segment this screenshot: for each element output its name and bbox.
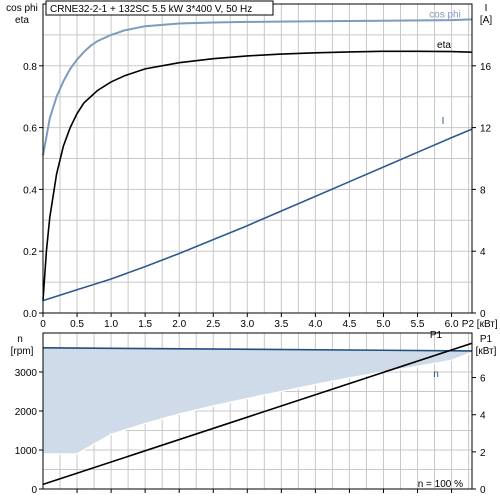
y-left-tick-label: 1000 — [15, 446, 38, 457]
axis-text-layer: 0 0.5 1.0 1.5 2.0 2.5 3.0 3.5 4.0 4.5 5.0 5.5 6.0 P2 … — [6, 3, 498, 496]
y-left-tick-label: 0.2 — [23, 247, 37, 258]
current-series-label: I — [442, 116, 445, 127]
speed-range-area — [43, 347, 472, 454]
y-left-tick-label: 3000 — [15, 368, 38, 379]
y-left-tick-label: 0.4 — [23, 185, 37, 196]
y-left-label-bottom: eta — [15, 15, 29, 26]
x-tick-label: 0 — [40, 319, 46, 330]
x-tick-label: 0.5 — [70, 319, 84, 330]
p1-curve — [42, 342, 473, 486]
y-right-tick-label: 6 — [480, 374, 486, 385]
speed-series-label: n — [433, 369, 439, 380]
speed-range-layer — [43, 347, 472, 454]
p1-axis-label-top: P1 — [480, 334, 493, 345]
current-curve — [42, 128, 473, 302]
x-tick-label: 4.5 — [342, 319, 356, 330]
y-right-tick-label: 8 — [480, 185, 486, 196]
speed-upper-line — [42, 347, 473, 352]
x-tick-label: 1.5 — [138, 319, 152, 330]
y-right-tick-label: 16 — [480, 62, 492, 73]
n-axis-label-top: n — [17, 334, 23, 345]
y-right-tick-label: 2 — [480, 448, 486, 459]
header-box — [45, 0, 274, 16]
y-right-label-top: I — [485, 3, 488, 14]
y-left-tick-label: 0 — [31, 485, 37, 496]
series-layer — [42, 18, 473, 486]
speed-curve — [43, 351, 473, 455]
y-right-tick-label: 0 — [480, 485, 486, 496]
top-grid — [43, 4, 472, 313]
x-tick-label: 3.5 — [274, 319, 288, 330]
y-right-tick-label: 12 — [480, 124, 492, 135]
y-left-tick-label: 0.0 — [23, 309, 37, 320]
y-left-tick-label: 0.6 — [23, 124, 37, 135]
y-right-tick-label: 4 — [480, 247, 486, 258]
y-right-label-bottom: [A] — [480, 15, 492, 26]
y-left-tick-label: 2000 — [15, 407, 38, 418]
speed-annotation: n = 100 % — [418, 479, 463, 490]
eta-curve — [42, 50, 473, 301]
cosphi-curve — [42, 18, 473, 156]
x-tick-label: 2.5 — [206, 319, 220, 330]
x-tick-label: 1.0 — [104, 319, 118, 330]
cosphi-series-label: cos phi — [429, 9, 461, 20]
x-tick-label: 3.0 — [240, 319, 254, 330]
x-tick-label: 6.0 — [445, 319, 459, 330]
n-axis-label-bottom: [rpm] — [11, 346, 34, 357]
x-axis-label: P2 [кВт] — [462, 319, 498, 330]
eta-series-label: eta — [437, 40, 451, 51]
x-tick-label: 5.0 — [377, 319, 391, 330]
p1-axis-label-bottom: [кВт] — [476, 346, 497, 357]
y-left-label-top: cos phi — [6, 3, 38, 14]
y-right-tick-label: 0 — [480, 309, 486, 320]
p1-series-label: P1 — [430, 330, 443, 341]
x-tick-label: 5.5 — [411, 319, 425, 330]
x-tick-label: 4.0 — [308, 319, 322, 330]
x-tick-label: 2.0 — [172, 319, 186, 330]
y-left-tick-label: 0.8 — [23, 62, 37, 73]
y-right-tick-label: 4 — [480, 411, 486, 422]
header-label: CRNE32-2-1 + 132SC 5.5 kW 3*400 V, 50 Hz — [50, 4, 252, 15]
